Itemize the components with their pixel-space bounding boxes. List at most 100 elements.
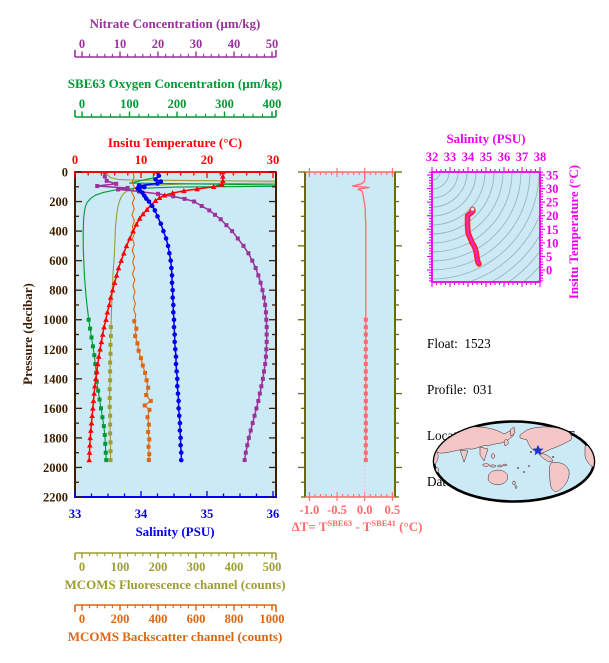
oxygen-axis: 0 100 200 300 400 (74, 97, 282, 118)
svg-text:32: 32 (426, 150, 439, 164)
map-indonesia (482, 463, 490, 467)
delta-t-curve (351, 172, 370, 497)
svg-text:20: 20 (546, 209, 559, 223)
svg-text:600: 600 (187, 612, 206, 626)
svg-text:1800: 1800 (43, 431, 68, 445)
svg-text:10: 10 (114, 37, 127, 51)
svg-text:0: 0 (546, 264, 552, 278)
svg-text:1000: 1000 (260, 612, 285, 626)
world-map (432, 420, 596, 503)
map-central-america (538, 452, 554, 463)
svg-text:40: 40 (228, 37, 241, 51)
svg-text:33: 33 (69, 507, 82, 521)
pressure-axis-title: Pressure (decibar) (20, 283, 35, 385)
svg-text:0.0: 0.0 (357, 503, 373, 517)
float-location-star (532, 444, 544, 456)
svg-text:10: 10 (546, 236, 559, 250)
svg-text:100: 100 (111, 560, 130, 574)
svg-text:800: 800 (49, 284, 68, 298)
ts-profile-curve (464, 206, 482, 267)
svg-text:36: 36 (498, 150, 511, 164)
temperature-axis-title: Insitu Temperature (°C) (107, 135, 243, 150)
profile-number-line: Profile: 031 (427, 382, 493, 398)
svg-text:100: 100 (120, 97, 139, 111)
svg-text:0: 0 (79, 97, 85, 111)
svg-text:1200: 1200 (43, 343, 68, 357)
map-japan (503, 439, 509, 447)
svg-text:0: 0 (79, 612, 85, 626)
svg-text:0: 0 (79, 37, 85, 51)
svg-text:34: 34 (135, 507, 148, 521)
svg-text:30: 30 (546, 182, 559, 196)
svg-text:400: 400 (149, 612, 168, 626)
nitrate-axis-title: Nitrate Concentration (µm/kg) (89, 16, 261, 31)
float-id-line: Float: 1523 (427, 335, 491, 351)
map-australia (487, 469, 508, 485)
map-se-asia (479, 446, 489, 462)
svg-text:37: 37 (516, 150, 529, 164)
svg-text:15: 15 (546, 223, 559, 237)
svg-text:200: 200 (168, 97, 187, 111)
svg-text:10: 10 (135, 153, 148, 167)
svg-text:30: 30 (190, 37, 203, 51)
svg-text:0: 0 (79, 560, 85, 574)
svg-text:400: 400 (263, 97, 282, 111)
profile-curves (82, 172, 276, 463)
svg-text:35: 35 (480, 150, 493, 164)
backscatter-axis: 0 200 400 600 800 1000 (74, 604, 285, 626)
svg-text:34: 34 (462, 150, 475, 164)
svg-text:35: 35 (546, 169, 559, 183)
salinity-axis-title: Salinity (PSU) (135, 524, 215, 539)
svg-text:200: 200 (49, 195, 68, 209)
svg-text:-1.0: -1.0 (300, 503, 320, 517)
svg-text:600: 600 (49, 254, 68, 268)
svg-text:35: 35 (201, 507, 214, 521)
svg-text:2000: 2000 (43, 461, 68, 475)
svg-text:36: 36 (267, 507, 280, 521)
svg-text:1000: 1000 (43, 313, 68, 327)
svg-text:20: 20 (152, 37, 165, 51)
map-south-america (549, 462, 570, 492)
svg-text:1400: 1400 (43, 372, 68, 386)
svg-text:1600: 1600 (43, 402, 68, 416)
delta-t-panel-axes: -1.0 -0.5 0.0 0.5 (298, 168, 402, 517)
oxygen-axis-title: SBE63 Oxygen Concentration (µm/kg) (67, 76, 283, 91)
map-india (459, 449, 469, 463)
svg-text:50: 50 (266, 37, 279, 51)
delta-t-axis-title: ΔT= TSBE63 - TSBE41 (°C) (291, 518, 423, 534)
svg-text:500: 500 (263, 560, 282, 574)
map-philippines (491, 453, 495, 459)
map-new-zealand (512, 480, 516, 486)
ts-salinity-axis-title: Salinity (PSU) (446, 131, 526, 146)
svg-text:300: 300 (215, 97, 234, 111)
svg-text:5: 5 (546, 250, 552, 264)
svg-text:400: 400 (225, 560, 244, 574)
main-plot-axes: 0200400600800100012001400160018002000220… (43, 153, 279, 521)
svg-text:0: 0 (62, 166, 68, 180)
map-europe-edge (585, 431, 594, 442)
svg-text:400: 400 (49, 225, 68, 239)
fluorescence-axis: 0 100 200 300 400 500 (74, 552, 282, 574)
svg-text:300: 300 (187, 560, 206, 574)
svg-text:0: 0 (72, 153, 78, 167)
svg-text:-0.5: -0.5 (327, 503, 347, 517)
svg-text:30: 30 (267, 153, 280, 167)
svg-text:2200: 2200 (43, 491, 68, 505)
svg-text:25: 25 (546, 196, 559, 210)
svg-text:38: 38 (534, 150, 547, 164)
svg-text:33: 33 (444, 150, 457, 164)
map-north-america (519, 426, 572, 454)
map-hawaii (529, 451, 533, 453)
svg-text:200: 200 (111, 612, 130, 626)
svg-text:20: 20 (201, 153, 214, 167)
svg-text:0.5: 0.5 (385, 503, 401, 517)
backscatter-axis-title: MCOMS Backscatter channel (counts) (67, 629, 283, 644)
ts-temperature-axis-title: Insitu Temperature (°C) (566, 164, 581, 300)
delta-t-panel-background (305, 172, 395, 497)
svg-text:800: 800 (225, 612, 244, 626)
map-greenland (567, 425, 579, 435)
svg-text:200: 200 (149, 560, 168, 574)
fluorescence-axis-title: MCOMS Fluorescence channel (counts) (64, 577, 286, 592)
